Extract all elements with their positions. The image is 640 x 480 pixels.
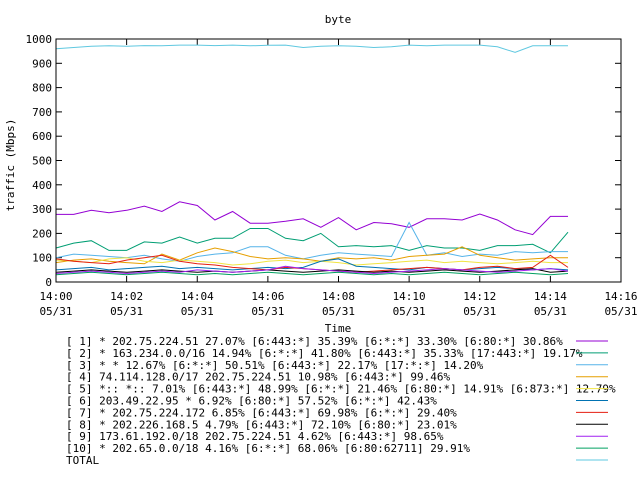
y-tick-label: 800 (32, 82, 52, 95)
y-axis-label: traffic (Mbps) (4, 119, 17, 212)
x-tick-label-date: 05/31 (39, 305, 72, 318)
series-line-1 (56, 201, 568, 236)
series-line-2 (55, 228, 569, 254)
y-tick-label: 200 (32, 227, 52, 240)
x-tick-label-date: 05/31 (534, 305, 567, 318)
y-tick-label: 100 (32, 252, 52, 265)
x-axis-ticks: 14:00 05/31 14:02 05/31 14:04 05/31 14:06 05/31… (39, 39, 638, 318)
legend-entry-label: [ 4] 74.114.128.0/17 202.75.224.51 10.98… (66, 371, 450, 384)
x-axis-label: Time (325, 322, 352, 335)
series-line-11 (55, 44, 568, 53)
x-tick-label-date: 05/31 (251, 305, 284, 318)
legend-entry-label: [ 7] * 202.75.224.172 6.85% [6:443:*] 69… (66, 406, 457, 419)
x-tick-label-time: 14:02 (110, 290, 143, 303)
series-line-6 (55, 258, 569, 271)
y-tick-label: 300 (32, 203, 52, 216)
legend-entry-label: [ 1] * 202.75.224.51 27.07% [6:443:*] 35… (66, 335, 563, 348)
series-line-9 (55, 265, 569, 275)
legend-entry-label: [ 9] 173.61.192.0/18 202.75.224.51 4.62%… (66, 430, 444, 443)
x-tick-label-time: 14:06 (251, 290, 284, 303)
series-line-5 (55, 257, 568, 266)
x-tick-label-time: 14:12 (463, 290, 496, 303)
series-lines (55, 44, 569, 276)
x-tick-label-time: 14:08 (322, 290, 355, 303)
legend-entry-label: [ 8] * 202.226.168.5 4.79% [6:443:*] 72.… (66, 418, 457, 431)
legend-entry-label: [ 5] *:: *:: 7.01% [6:443:*] 48.99% [6:*… (66, 383, 616, 396)
y-axis-ticks: 0 100 200 300 400 500 600 700 800 900 1000 (26, 33, 621, 289)
legend-entry-label: [10] * 202.65.0.0/18 4.16% [6:*:*] 68.06… (66, 442, 470, 455)
chart-title: byte (325, 13, 352, 26)
x-tick-label-time: 14:16 (604, 290, 637, 303)
plot-frame (55, 38, 622, 283)
x-tick-label-date: 05/31 (110, 305, 143, 318)
series-line-8 (55, 268, 569, 273)
y-tick-label: 500 (32, 155, 52, 168)
x-tick-label-time: 14:10 (393, 290, 426, 303)
y-tick-label: 600 (32, 130, 52, 143)
series-line-10 (55, 271, 569, 276)
series-line-4 (55, 246, 568, 265)
y-tick-label: 700 (32, 106, 52, 119)
x-tick-label-date: 05/31 (393, 305, 426, 318)
x-tick-label-time: 14:14 (534, 290, 567, 303)
y-tick-label: 1000 (26, 33, 53, 46)
legend: [ 1] * 202.75.224.51 27.07% [6:443:*] 35… (66, 335, 616, 467)
series-line-3 (55, 221, 568, 262)
x-tick-label-time: 14:00 (39, 290, 72, 303)
y-tick-label: 0 (45, 276, 52, 289)
legend-entry-label: [ 2] * 163.234.0.0/16 14.94% [6:*:*] 41.… (66, 347, 583, 360)
x-tick-label-date: 05/31 (322, 305, 355, 318)
legend-entry-label: [ 6] 203.49.22.95 * 6.92% [6:80:*] 57.52… (66, 395, 437, 408)
x-tick-label-date: 05/31 (463, 305, 496, 318)
y-tick-label: 400 (32, 179, 52, 192)
x-tick-label-time: 14:04 (181, 290, 214, 303)
y-tick-label: 900 (32, 57, 52, 70)
legend-entry-label: [ 3] * * 12.67% [6:*:*] 50.51% [6:443:*]… (66, 359, 484, 372)
x-tick-label-date: 05/31 (604, 305, 637, 318)
legend-entry-label: TOTAL (66, 454, 99, 467)
x-tick-label-date: 05/31 (181, 305, 214, 318)
